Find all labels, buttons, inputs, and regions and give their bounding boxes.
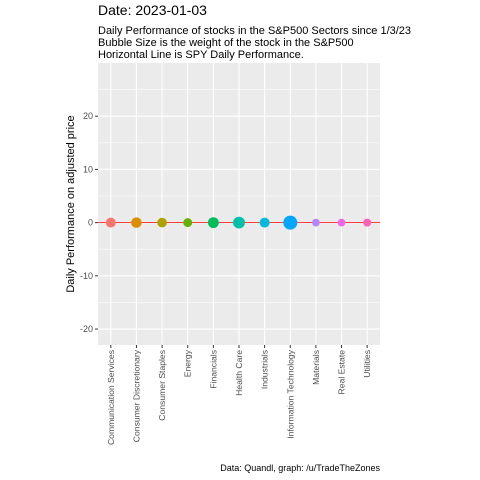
x-tick-label: Industrials [260, 350, 270, 389]
x-tick-label: Health Care [234, 350, 244, 396]
chart-subtitle-line-2: Bubble Size is the weight of the stock i… [98, 37, 354, 49]
y-axis-title: Daily Performance on adjusted price [65, 115, 77, 292]
bubble-energy [183, 218, 193, 228]
bubble-real-estate [337, 218, 346, 227]
x-tick-label: Real Estate [337, 350, 347, 395]
x-tick-label: Utilities [362, 350, 372, 378]
y-tick-label: 10 [83, 164, 93, 174]
bubble-consumer-discretionary [131, 217, 142, 228]
y-tick-label: -20 [80, 324, 93, 334]
bubble-industrials [259, 217, 270, 228]
x-tick-label: Consumer Staples [157, 350, 167, 421]
bubble-materials [312, 218, 320, 227]
y-tick-label: -10 [80, 271, 93, 281]
chart-title: Date: 2023-01-03 [98, 2, 207, 18]
bubble-communication-services [105, 217, 116, 228]
y-tick-label: 20 [83, 111, 93, 121]
x-tick-label: Financials [208, 350, 218, 389]
x-tick-label: Consumer Discretionary [131, 349, 141, 442]
chart-caption: Data: Quandl, graph: /u/TradeTheZones [220, 463, 380, 473]
x-tick-label: Energy [183, 349, 193, 377]
bubble-information-technology [283, 215, 298, 230]
bubble-consumer-staples [157, 217, 167, 228]
bubble-utilities [363, 218, 372, 227]
y-tick-label: 0 [88, 218, 93, 228]
bubble-health-care [233, 216, 245, 229]
x-tick-label: Materials [311, 350, 321, 385]
x-tick-label: Communication Services [106, 350, 116, 445]
x-tick-label: Information Technology [285, 349, 295, 438]
chart-subtitle-line-1: Daily Performance of stocks in the S&P50… [98, 25, 412, 37]
chart-subtitle-line-3: Horizontal Line is SPY Daily Performance… [98, 49, 304, 61]
bubble-financials [207, 217, 219, 229]
